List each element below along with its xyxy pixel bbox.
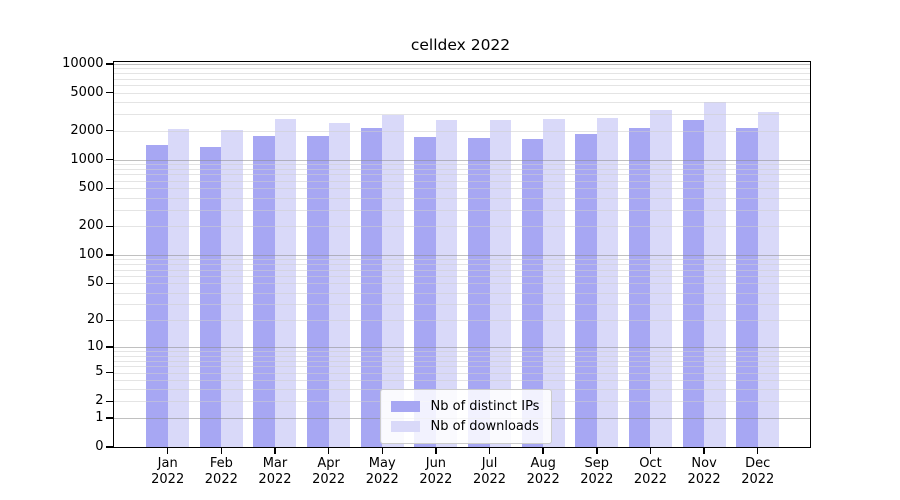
bar-downloads bbox=[757, 112, 780, 447]
y-tick bbox=[105, 129, 113, 132]
y-tick bbox=[105, 254, 113, 256]
y-tick bbox=[105, 346, 113, 348]
y-tick-label: 10 bbox=[86, 339, 104, 355]
y-tick-label: 5 bbox=[95, 364, 104, 380]
x-tick-label: Jun 2022 bbox=[419, 456, 453, 487]
y-tick bbox=[105, 417, 113, 419]
x-tick bbox=[274, 447, 276, 454]
x-tick-label: Apr 2022 bbox=[312, 456, 346, 487]
plot-area: Nb of distinct IPs Nb of downloads Jan 20… bbox=[62, 56, 811, 487]
bar-downloads bbox=[596, 117, 619, 447]
y-tick bbox=[105, 319, 113, 322]
legend-swatch-distinct-ips bbox=[390, 400, 420, 412]
y-tick bbox=[105, 400, 113, 403]
x-tick-label: Jul 2022 bbox=[472, 456, 507, 487]
y-tick bbox=[105, 282, 113, 285]
bar-downloads bbox=[328, 122, 351, 447]
x-tick bbox=[756, 447, 759, 454]
y-tick-label: 50 bbox=[86, 275, 104, 291]
y-tick bbox=[105, 158, 113, 161]
bar-distinct-ips bbox=[414, 136, 436, 447]
legend: Nb of distinct IPs Nb of downloads bbox=[379, 389, 553, 444]
x-tick bbox=[166, 447, 169, 454]
bar-distinct-ips bbox=[628, 128, 651, 447]
x-tick-label: Feb 2022 bbox=[204, 456, 238, 487]
x-tick bbox=[435, 447, 437, 454]
minor-gridline bbox=[113, 73, 810, 75]
y-tick bbox=[105, 63, 113, 65]
y-tick-label: 0 bbox=[95, 439, 104, 454]
x-tick bbox=[649, 447, 652, 454]
major-gridline bbox=[113, 63, 810, 65]
bar-downloads bbox=[167, 128, 190, 447]
y-tick bbox=[105, 225, 113, 228]
minor-gridline bbox=[113, 85, 810, 86]
minor-gridline bbox=[113, 92, 810, 94]
bar-distinct-ips bbox=[575, 134, 597, 447]
x-tick-label: Sep 2022 bbox=[580, 456, 614, 487]
x-tick-label: Jan 2022 bbox=[151, 456, 185, 487]
y-tick-label: 10000 bbox=[62, 55, 104, 71]
y-tick-label: 20 bbox=[86, 312, 104, 328]
y-tick-label: 1 bbox=[95, 410, 104, 426]
y-tick-label: 5000 bbox=[70, 84, 104, 100]
y-tick bbox=[105, 371, 113, 374]
legend-swatch-downloads bbox=[390, 420, 420, 432]
bar-distinct-ips bbox=[307, 135, 329, 447]
bar-distinct-ips bbox=[360, 128, 383, 447]
x-tick bbox=[703, 447, 705, 454]
bar-downloads bbox=[543, 118, 565, 447]
bar-downloads bbox=[274, 119, 297, 447]
x-tick bbox=[327, 447, 330, 454]
y-tick bbox=[105, 187, 113, 190]
chart-title: celldex 2022 bbox=[410, 36, 511, 54]
bar-downloads bbox=[650, 109, 672, 447]
x-tick-label: May 2022 bbox=[365, 456, 399, 487]
legend-label-downloads: Nb of downloads bbox=[430, 418, 539, 434]
x-tick-label: Aug 2022 bbox=[526, 456, 560, 487]
minor-gridline bbox=[113, 78, 810, 80]
x-tick-label: Oct 2022 bbox=[633, 456, 667, 487]
bar-distinct-ips bbox=[682, 120, 705, 447]
x-tick bbox=[381, 447, 383, 454]
bar-distinct-ips bbox=[199, 146, 222, 447]
x-tick bbox=[488, 447, 491, 454]
bar-downloads bbox=[704, 101, 726, 447]
bar-distinct-ips bbox=[253, 135, 275, 447]
legend-entry-downloads: Nb of downloads bbox=[390, 416, 540, 436]
y-tick-label: 200 bbox=[78, 218, 104, 234]
bar-distinct-ips bbox=[146, 144, 168, 447]
y-tick bbox=[105, 446, 113, 448]
y-tick-label: 2000 bbox=[70, 122, 104, 138]
y-tick-label: 500 bbox=[78, 180, 104, 196]
bar-downloads bbox=[221, 130, 243, 447]
bar-distinct-ips bbox=[736, 127, 758, 447]
x-tick-label: Mar 2022 bbox=[258, 456, 292, 487]
x-tick bbox=[596, 447, 598, 454]
x-tick-label: Nov 2022 bbox=[687, 456, 721, 487]
x-tick bbox=[220, 447, 223, 454]
legend-label-distinct-ips: Nb of distinct IPs bbox=[430, 398, 540, 414]
x-tick-label: Dec 2022 bbox=[741, 456, 775, 487]
x-tick bbox=[542, 447, 544, 454]
minor-gridline bbox=[113, 68, 810, 70]
y-tick-label: 2 bbox=[95, 393, 104, 409]
y-tick bbox=[105, 91, 113, 94]
y-tick-label: 100 bbox=[78, 246, 104, 262]
y-tick-label: 1000 bbox=[70, 151, 104, 167]
legend-entry-distinct-ips: Nb of distinct IPs bbox=[390, 396, 540, 416]
